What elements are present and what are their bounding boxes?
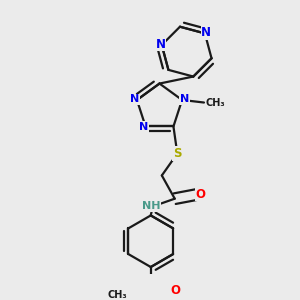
Text: N: N bbox=[180, 94, 189, 104]
Text: N: N bbox=[130, 94, 140, 104]
Text: O: O bbox=[196, 188, 206, 200]
Text: CH₃: CH₃ bbox=[205, 98, 225, 107]
Text: CH₃: CH₃ bbox=[107, 290, 127, 300]
Text: N: N bbox=[139, 122, 148, 132]
Text: N: N bbox=[201, 26, 211, 39]
Text: O: O bbox=[171, 284, 181, 297]
Text: S: S bbox=[173, 147, 182, 160]
Text: N: N bbox=[155, 38, 165, 51]
Text: NH: NH bbox=[142, 201, 161, 212]
